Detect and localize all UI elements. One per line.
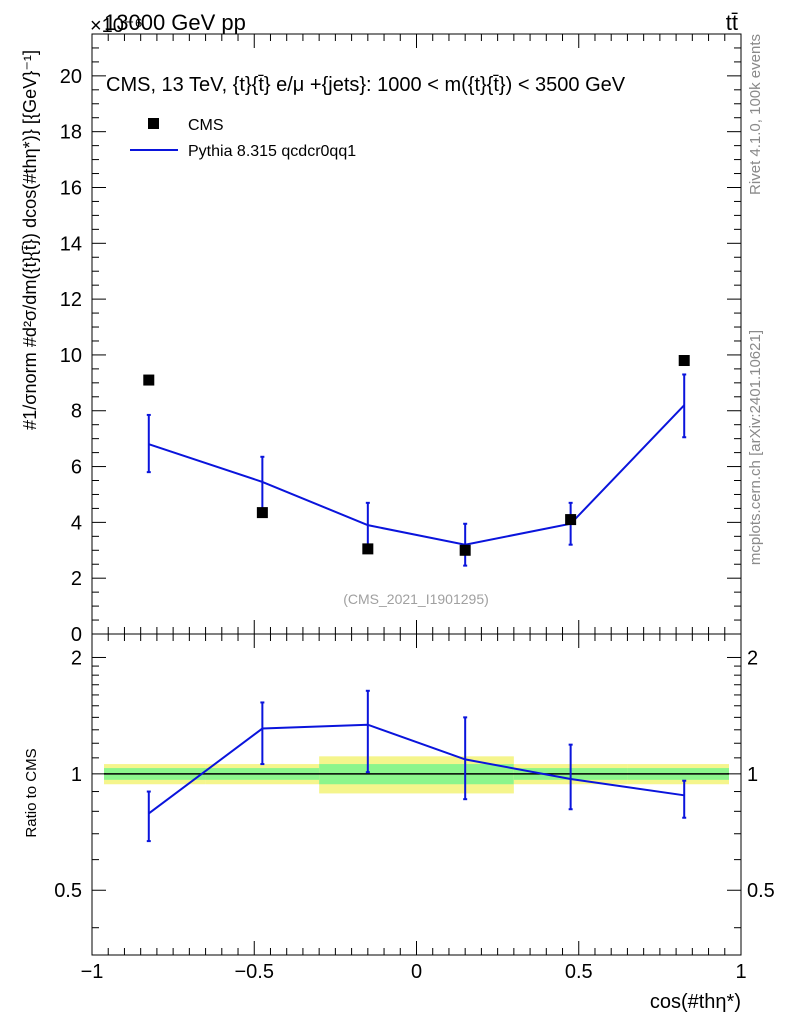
legend-cms-label: CMS bbox=[188, 117, 224, 134]
main-cms-point bbox=[143, 374, 155, 386]
x-tick-label: 1 bbox=[735, 961, 746, 983]
ratio-y-tick-label-right: 0.5 bbox=[747, 880, 775, 902]
x-tick-label: 0 bbox=[411, 961, 422, 983]
ratio-y-tick-label: 1 bbox=[71, 764, 82, 786]
main-y-tick-label: 8 bbox=[71, 401, 82, 423]
main-y-tick-label: 2 bbox=[71, 568, 82, 590]
chart-marks bbox=[143, 355, 690, 843]
main-y-tick-label: 0 bbox=[71, 624, 82, 646]
x-tick-label: −0.5 bbox=[235, 961, 274, 983]
main-y-tick-label: 10 bbox=[60, 345, 82, 367]
header-right-label: tt̄ bbox=[726, 10, 738, 35]
x-axis-label: cos(#thη*) bbox=[650, 991, 741, 1013]
main-y-tick-label: 14 bbox=[60, 233, 82, 255]
chart-title: CMS, 13 TeV, {t}{t̄} e/μ +{jets}: 1000 <… bbox=[106, 74, 626, 96]
main-y-tick-label: 6 bbox=[71, 457, 82, 479]
main-y-tick-label: 4 bbox=[71, 512, 82, 534]
legend: CMS Pythia 8.315 qcdcr0qq1 bbox=[130, 117, 356, 160]
main-y-axis-label: #1/σnorm #d²σ/dm({t}{t̄}) dcos(#thη*)} [… bbox=[20, 50, 40, 430]
ratio-y-tick-label: 0.5 bbox=[54, 880, 82, 902]
ratio-panel-frame bbox=[91, 633, 742, 956]
side-label-bottom: mcplots.cern.ch [arXiv:2401.10621] bbox=[747, 330, 764, 565]
header-left-label: 13000 GeV pp bbox=[104, 10, 246, 35]
main-cms-point bbox=[256, 507, 268, 519]
x-tick-label: −1 bbox=[81, 961, 104, 983]
main-cms-point bbox=[362, 543, 374, 555]
ratio-y-axis-label: Ratio to CMS bbox=[23, 748, 40, 837]
main-y-tick-label: 18 bbox=[60, 122, 82, 144]
main-cms-point bbox=[565, 514, 577, 526]
side-label-top: Rivet 4.1.0, 100k events bbox=[747, 34, 764, 195]
watermark: (CMS_2021_I1901295) bbox=[343, 591, 489, 607]
main-y-tick-label: 20 bbox=[60, 66, 82, 88]
main-mc-line bbox=[148, 404, 685, 546]
main-y-tick-label: 16 bbox=[60, 177, 82, 199]
ratio-y-tick-label: 2 bbox=[71, 647, 82, 669]
ratio-mc-line bbox=[148, 723, 685, 815]
main-cms-point bbox=[459, 544, 471, 556]
x-tick-label: 0.5 bbox=[565, 961, 593, 983]
legend-cms-marker bbox=[148, 118, 159, 129]
y-axis-exponent: ×10⁻⁶ bbox=[90, 15, 143, 37]
main-cms-point bbox=[678, 355, 690, 367]
ratio-y-tick-label-right: 2 bbox=[747, 647, 758, 669]
main-y-tick-label: 12 bbox=[60, 289, 82, 311]
ratio-y-tick-label-right: 1 bbox=[747, 764, 758, 786]
legend-pythia-label: Pythia 8.315 qcdcr0qq1 bbox=[188, 143, 356, 160]
